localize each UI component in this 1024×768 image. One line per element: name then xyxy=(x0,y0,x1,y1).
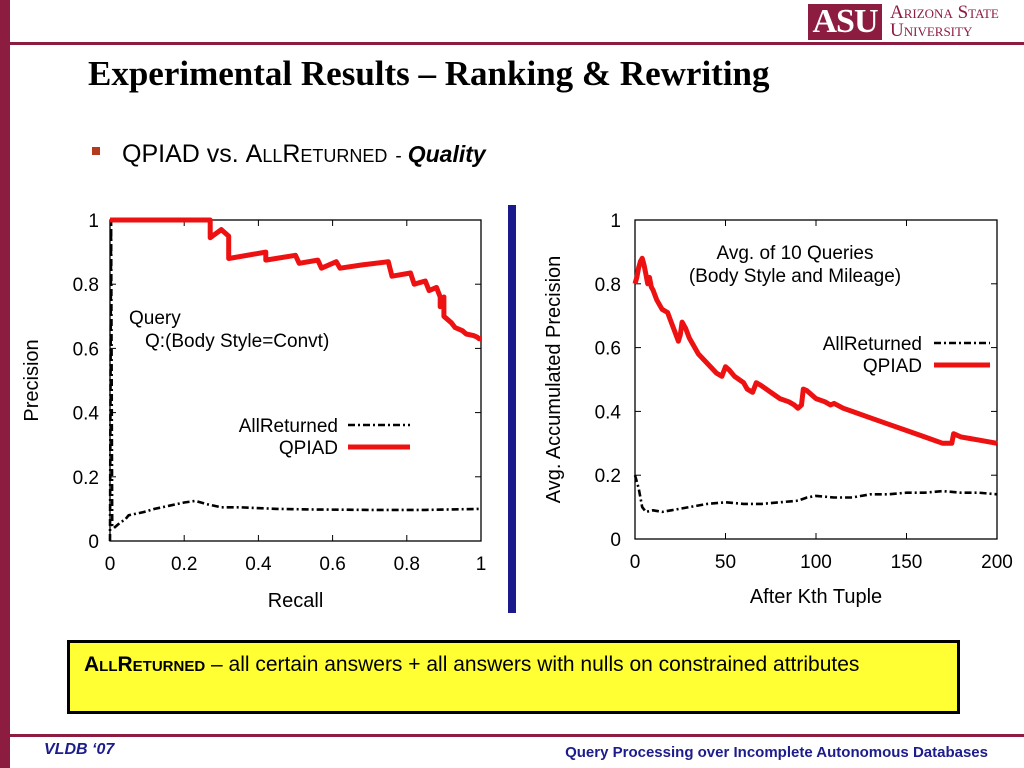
y-tick-label: 0.4 xyxy=(595,402,622,423)
footer-rule xyxy=(10,734,1024,737)
asu-logo: ASU Arizona State University xyxy=(808,2,1018,42)
bullet-quality-text: Quality xyxy=(407,141,486,167)
x-tick-label: 0.2 xyxy=(171,554,197,575)
chart-divider xyxy=(508,205,516,613)
y-tick-label: 0.8 xyxy=(73,275,99,296)
y-axis-label: Precision xyxy=(21,339,43,421)
y-tick-label: 0 xyxy=(88,532,99,553)
x-tick-label: 150 xyxy=(891,552,923,573)
asu-logo-line-2: University xyxy=(890,20,973,41)
series-line-allreturned xyxy=(633,474,998,514)
y-tick-label: 1 xyxy=(88,211,99,232)
definition-term: AllReturned xyxy=(84,653,206,676)
series-line-qpiad xyxy=(110,217,482,342)
x-tick-label: 0.6 xyxy=(319,554,345,575)
asu-logo-wordmark: Arizona State University xyxy=(890,2,999,41)
series-line-allreturned xyxy=(108,218,482,542)
bullet-dash: - xyxy=(395,146,402,167)
y-tick-label: 0.8 xyxy=(595,275,621,296)
chart-annotation: Avg. of 10 Queries xyxy=(716,243,873,264)
y-tick-label: 0.6 xyxy=(595,339,621,360)
legend-label: AllReturned xyxy=(239,416,338,437)
y-tick-label: 1 xyxy=(610,211,621,232)
x-axis-label: After Kth Tuple xyxy=(750,586,882,608)
definition-text: – all certain answers + all answers with… xyxy=(211,653,860,676)
bullet-square-icon xyxy=(92,147,100,156)
bullet-qpiad-text: QPIAD vs. xyxy=(122,140,246,168)
asu-logo-line-1: Arizona State xyxy=(890,2,999,23)
series-line-qpiad xyxy=(632,255,998,446)
legend-label: QPIAD xyxy=(863,356,922,377)
y-tick-label: 0.2 xyxy=(73,468,99,489)
chart-annotation: Q:(Body Style=Convt) xyxy=(145,331,329,352)
header-rule xyxy=(10,42,1024,45)
x-tick-label: 200 xyxy=(981,552,1013,573)
x-axis-label: Recall xyxy=(268,590,324,612)
slide-title: Experimental Results – Ranking & Rewriti… xyxy=(88,54,770,93)
footer-conference: VLDB ‘07 xyxy=(44,741,115,758)
footer-title: Query Processing over Incomplete Autonom… xyxy=(565,744,988,761)
y-axis-label: Avg. Accumulated Precision xyxy=(543,256,565,504)
x-tick-label: 0 xyxy=(630,552,641,573)
asu-logo-mark: ASU xyxy=(808,4,882,40)
chart-annotation: Query xyxy=(129,308,181,329)
chart-annotation: (Body Style and Mileage) xyxy=(689,266,901,287)
y-tick-label: 0.4 xyxy=(73,404,100,425)
x-tick-label: 100 xyxy=(800,552,832,573)
bullet-allreturned-text: AllReturned xyxy=(245,140,388,168)
bullet-item: QPIAD vs. AllReturned - Quality xyxy=(92,140,486,169)
brand-left-bar xyxy=(0,0,10,768)
x-tick-label: 0 xyxy=(105,554,116,575)
legend-label: QPIAD xyxy=(279,438,338,459)
y-tick-label: 0.6 xyxy=(73,339,99,360)
legend-label: AllReturned xyxy=(823,334,922,355)
y-tick-label: 0.2 xyxy=(595,466,621,487)
x-tick-label: 50 xyxy=(715,552,736,573)
x-tick-label: 0.4 xyxy=(245,554,272,575)
x-tick-label: 1 xyxy=(476,554,487,575)
definition-box: AllReturned – all certain answers + all … xyxy=(67,640,960,714)
x-tick-label: 0.8 xyxy=(394,554,420,575)
y-tick-label: 0 xyxy=(610,530,621,551)
